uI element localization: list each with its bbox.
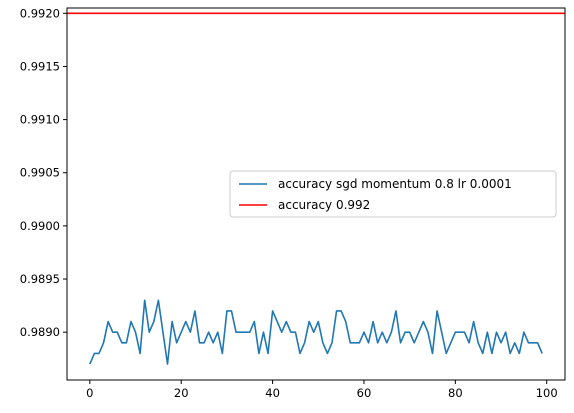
legend: accuracy sgd momentum 0.8 lr 0.0001 accu… bbox=[229, 170, 557, 218]
y-tick-label: 0.9905 bbox=[20, 166, 60, 180]
x-tick-label: 0 bbox=[86, 386, 93, 400]
y-axis: 0.9890 0.9895 0.9900 0.9905 0.9910 0.9915 0.99… bbox=[20, 6, 67, 339]
y-tick-label: 0.9890 bbox=[20, 325, 60, 339]
x-tick-label: 20 bbox=[174, 386, 189, 400]
x-axis: 0 20 40 60 80 100 bbox=[86, 380, 558, 400]
x-tick-label: 100 bbox=[536, 386, 558, 400]
plot-area bbox=[67, 12, 565, 365]
y-tick-label: 0.9910 bbox=[20, 113, 60, 127]
y-tick-label: 0.9900 bbox=[20, 219, 60, 233]
y-tick-label: 0.9920 bbox=[20, 6, 60, 20]
legend-box bbox=[229, 170, 557, 218]
series-line-0 bbox=[89, 299, 543, 365]
x-tick-label: 80 bbox=[448, 386, 463, 400]
x-tick-label: 40 bbox=[265, 386, 280, 400]
legend-label-series-0: accuracy sgd momentum 0.8 lr 0.0001 bbox=[278, 177, 512, 191]
y-tick-label: 0.9895 bbox=[20, 272, 60, 286]
legend-label-series-1: accuracy 0.992 bbox=[278, 198, 370, 212]
x-tick-label: 60 bbox=[357, 386, 372, 400]
axes-frame bbox=[66, 7, 566, 381]
y-tick-label: 0.9915 bbox=[20, 59, 60, 73]
